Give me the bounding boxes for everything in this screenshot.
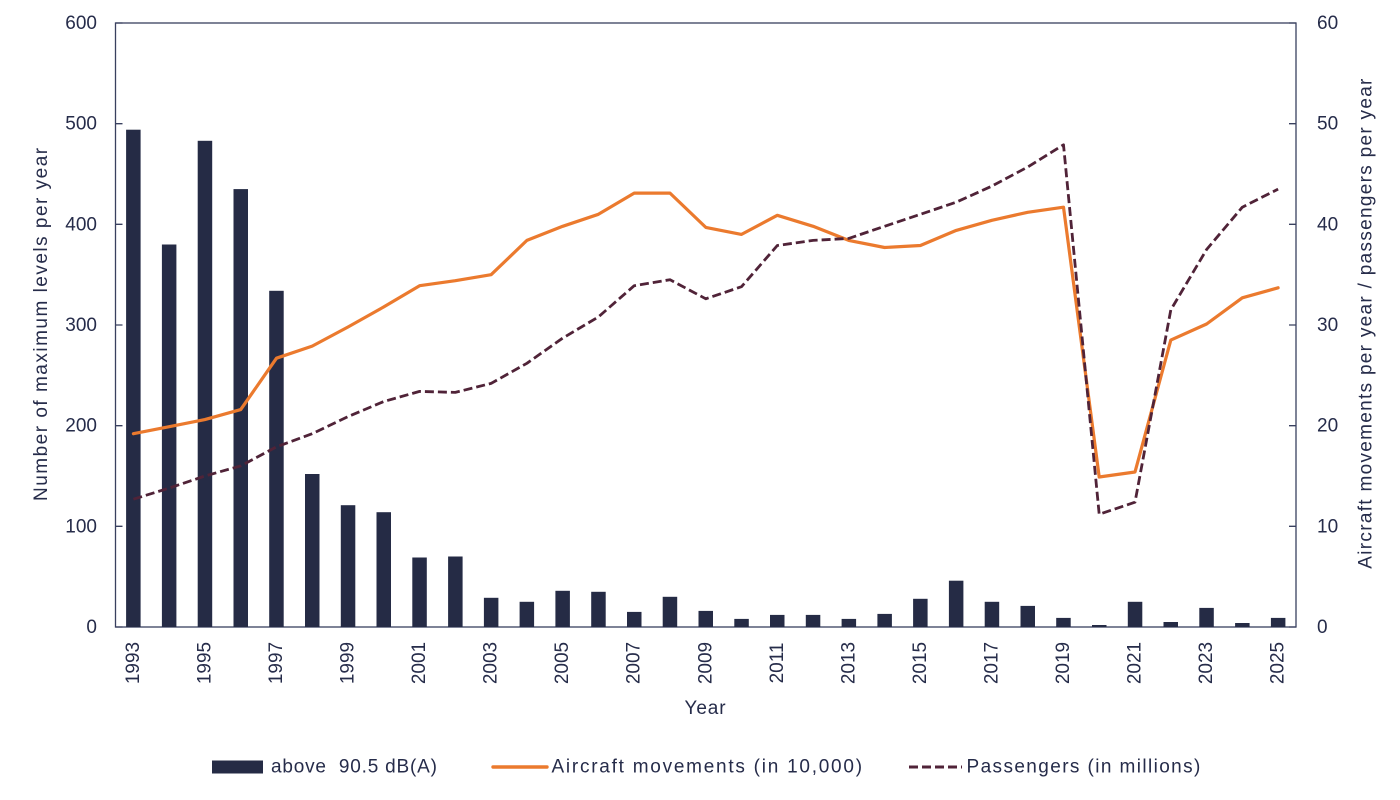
svg-text:300: 300 — [65, 315, 97, 336]
svg-text:0: 0 — [86, 617, 97, 638]
svg-text:200: 200 — [65, 416, 97, 437]
svg-text:2019: 2019 — [1053, 642, 1074, 684]
svg-text:Passengers (in millions): Passengers (in millions) — [967, 757, 1202, 778]
svg-text:10: 10 — [1317, 516, 1338, 537]
svg-text:30: 30 — [1317, 315, 1338, 336]
svg-text:600: 600 — [65, 13, 97, 34]
svg-text:400: 400 — [65, 214, 97, 235]
svg-text:1993: 1993 — [123, 642, 144, 684]
svg-text:2023: 2023 — [1196, 642, 1217, 684]
svg-text:500: 500 — [65, 114, 97, 135]
svg-text:1999: 1999 — [338, 642, 359, 684]
svg-text:2011: 2011 — [767, 643, 788, 684]
svg-text:20: 20 — [1317, 416, 1338, 437]
svg-text:2001: 2001 — [409, 642, 430, 684]
svg-text:2013: 2013 — [838, 642, 859, 684]
svg-text:2015: 2015 — [910, 642, 931, 684]
svg-text:40: 40 — [1317, 214, 1338, 235]
svg-text:2005: 2005 — [552, 642, 573, 684]
svg-text:50: 50 — [1317, 114, 1338, 135]
svg-text:100: 100 — [65, 516, 97, 537]
svg-text:1995: 1995 — [194, 642, 215, 684]
svg-text:Number of maximum levels per y: Number of maximum levels per year — [31, 146, 52, 501]
svg-text:1997: 1997 — [266, 642, 287, 684]
svg-text:2009: 2009 — [695, 642, 716, 684]
svg-text:Aircraft movements (in 10,000): Aircraft movements (in 10,000) — [552, 757, 864, 778]
svg-text:2017: 2017 — [981, 642, 1002, 684]
svg-text:2021: 2021 — [1125, 642, 1146, 684]
svg-text:above 90.5 dB(A): above 90.5 dB(A) — [271, 757, 438, 778]
svg-text:60: 60 — [1317, 13, 1338, 34]
svg-text:Aircraft movements per year /: Aircraft movements per year / passengers… — [1356, 77, 1377, 568]
svg-text:2003: 2003 — [481, 642, 502, 684]
svg-text:0: 0 — [1317, 617, 1328, 638]
svg-text:2007: 2007 — [624, 642, 645, 684]
svg-text:Year: Year — [685, 698, 727, 719]
svg-text:2025: 2025 — [1268, 642, 1289, 684]
